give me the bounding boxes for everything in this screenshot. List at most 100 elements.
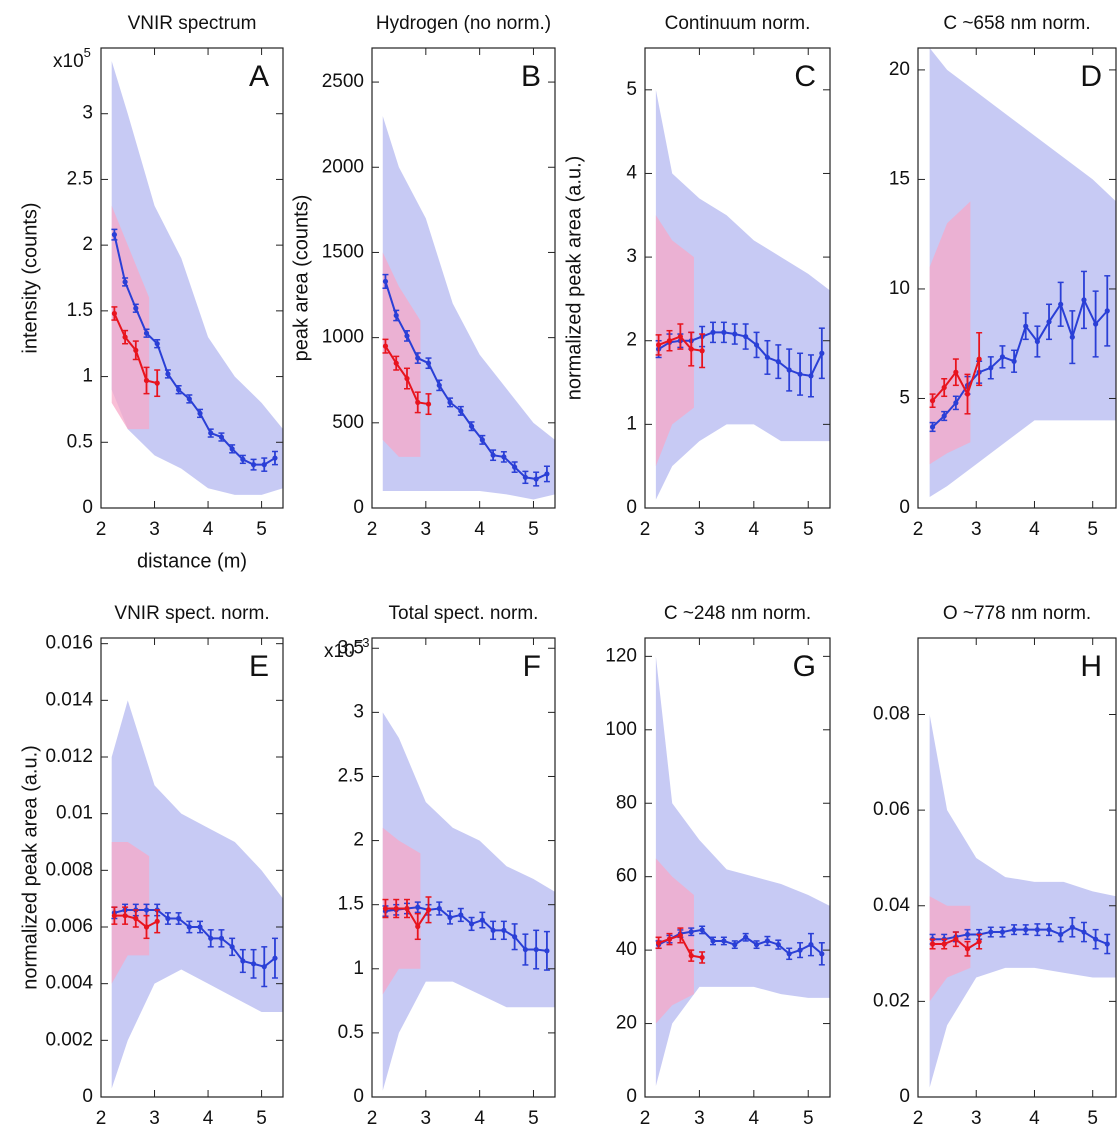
x-tick-label: 4	[474, 1108, 485, 1129]
scatter-cloud	[111, 842, 150, 984]
plot	[111, 700, 283, 1089]
mean-point	[218, 434, 225, 440]
scatter-cloud	[929, 714, 1116, 1088]
mean-point	[197, 410, 203, 416]
y-tick-label: 20	[889, 59, 910, 80]
mean-point	[753, 942, 760, 948]
mean-point	[122, 334, 128, 340]
y-tick-label: 40	[616, 939, 637, 960]
y-tick-label: 5	[626, 79, 637, 100]
plot	[382, 116, 555, 500]
mean-point	[133, 305, 139, 311]
y-tick-label: 1000	[322, 327, 364, 348]
y-tick-label: 1.5	[338, 894, 364, 915]
x-tick-label: 5	[1087, 519, 1098, 540]
y-tick-label: 0.014	[45, 689, 93, 710]
y-tick-label: 4	[626, 162, 637, 183]
mean-point	[1058, 301, 1064, 307]
mean-point	[1011, 927, 1017, 933]
mean-line	[113, 234, 276, 466]
mean-point	[197, 924, 203, 930]
y-tick-label: 0.5	[67, 431, 93, 452]
y-tick-label: 60	[616, 866, 637, 887]
mean-point	[165, 915, 171, 922]
mean-point	[436, 382, 442, 388]
mean-point	[819, 350, 825, 356]
mean-point	[1058, 931, 1064, 938]
mean-point	[743, 934, 749, 940]
mean-point	[229, 944, 235, 950]
y-tick-label: 1500	[322, 241, 364, 262]
y-axis-label: normalized peak area (a.u.)	[19, 745, 41, 990]
panel-title: O ~778 nm norm.	[943, 603, 1091, 624]
mean-line	[931, 297, 1109, 428]
mean-point	[929, 941, 936, 947]
y-tick-label: 0.004	[45, 973, 93, 994]
y-axis-label: normalized peak area (a.u.)	[563, 156, 585, 401]
y-tick-label: 2	[82, 234, 93, 255]
panel-label: F	[523, 650, 541, 683]
mean-point	[154, 918, 160, 924]
mean-point	[393, 312, 399, 319]
x-tick-label: 3	[149, 519, 160, 540]
exponent-power: 5	[84, 45, 91, 60]
mean-point	[458, 912, 464, 918]
mean-point	[393, 905, 399, 912]
mean-point	[953, 369, 959, 375]
mean-point	[425, 401, 432, 407]
mean-point	[111, 913, 117, 919]
y-tick-label: 3	[353, 701, 364, 722]
mean-line	[658, 928, 823, 955]
y-tick-label: 2000	[322, 156, 364, 177]
x-tick-label: 3	[421, 519, 432, 540]
mean-point	[415, 923, 421, 930]
mean-point	[382, 278, 389, 285]
mean-point	[382, 343, 389, 349]
panel-title: C ~248 nm norm.	[664, 603, 811, 624]
mean-point	[999, 929, 1006, 935]
mean-point	[1104, 941, 1110, 947]
x-tick-label: 2	[913, 519, 924, 540]
mean-point	[1046, 319, 1052, 325]
panel-label: C	[794, 60, 816, 93]
y-tick-label: 100	[605, 719, 637, 740]
y-tick-label: 5	[899, 387, 910, 408]
mean-point	[688, 953, 694, 959]
mean-point	[415, 399, 421, 405]
axes-box	[371, 637, 556, 1098]
mean-point	[1023, 927, 1029, 933]
mean-point	[1069, 334, 1075, 340]
y-tick-label: 0.04	[873, 895, 910, 916]
x-tick-label: 2	[913, 1108, 924, 1129]
mean-point	[808, 942, 814, 948]
plot	[655, 656, 830, 1086]
mean-point	[1069, 924, 1075, 930]
mean-point	[1104, 308, 1110, 314]
mean-point	[218, 935, 225, 941]
panel-title: Continuum norm.	[665, 13, 811, 34]
x-tick-label: 4	[203, 519, 214, 540]
mean-point	[710, 329, 716, 335]
mean-point	[272, 955, 278, 961]
plot	[111, 61, 283, 495]
axes-box	[644, 637, 831, 1098]
mean-point	[479, 917, 485, 923]
panel-label: E	[249, 650, 269, 683]
mean-point	[710, 938, 716, 944]
axes-box	[100, 637, 284, 1098]
mean-point	[797, 371, 803, 377]
y-tick-label: 0.016	[45, 633, 93, 654]
mean-point	[533, 476, 539, 482]
y-tick-label: 0	[353, 497, 364, 518]
y-tick-label: 0.06	[873, 799, 910, 820]
mean-point	[699, 954, 705, 961]
mean-line	[932, 926, 1108, 945]
mean-point	[468, 423, 475, 429]
panel-title: Total spect. norm.	[389, 603, 539, 624]
x-tick-label: 2	[367, 1108, 378, 1129]
mean-point	[677, 932, 683, 939]
mean-point	[797, 947, 803, 953]
mean-point	[1046, 927, 1052, 933]
plot	[655, 89, 830, 500]
